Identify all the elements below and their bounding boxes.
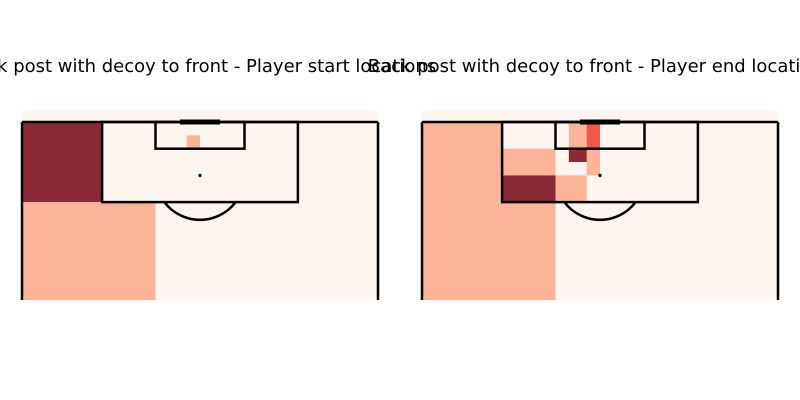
penalty-spot	[598, 173, 602, 177]
heatmap-cell	[502, 175, 556, 203]
heatmap-cell	[422, 122, 503, 203]
heatmap-cell	[586, 162, 600, 176]
penalty-arc	[163, 201, 237, 222]
start-locations-pitch	[20, 110, 380, 300]
heatmap-cell	[568, 122, 587, 136]
penalty-arc	[563, 201, 637, 222]
heatmap-cell	[422, 202, 556, 300]
heatmap-cell	[186, 135, 200, 149]
end-locations-pitch	[420, 110, 780, 300]
heatmap-cell	[22, 122, 103, 203]
heatmap-cell	[555, 175, 587, 203]
heatmap-cell	[22, 202, 156, 300]
heatmap-cell	[586, 122, 600, 149]
heatmap-cell	[568, 148, 587, 163]
penalty-spot	[198, 173, 202, 177]
heatmap-cell	[568, 135, 587, 149]
chart-title-end: Back post with decoy to front - Player e…	[368, 56, 800, 77]
heatmap-cell	[502, 148, 556, 176]
chart-title-start: Back post with decoy to front - Player s…	[0, 56, 436, 77]
